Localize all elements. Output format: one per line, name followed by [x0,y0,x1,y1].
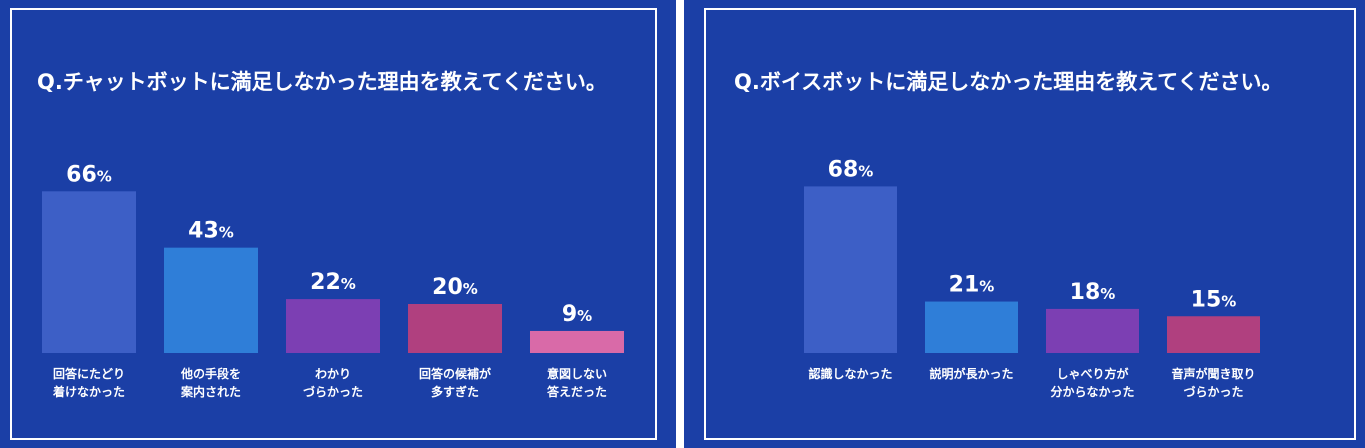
value-label-1-0: 68% [828,157,874,182]
bar-1-0 [804,186,897,353]
category-label-0-4-1: 答えだった [547,384,607,399]
bar-0-1 [164,247,258,353]
voicebot-panel-frame [704,8,1356,440]
voicebot-panel: Q.ボイスボットに満足しなかった理由を教えてください。 68% 認識しなかった 21… [684,0,1365,448]
voicebot-question-title: Q.ボイスボットに満足しなかった理由を教えてください。 [734,70,1283,94]
category-label-1-0-0: 認識しなかった [808,366,892,381]
category-label-0-2-1: づらかった [303,384,363,399]
category-label-1-3-1: づらかった [1183,384,1243,399]
chatbot-panel-frame [10,8,657,440]
value-label-1-3: 15% [1191,287,1237,312]
bar-1-2 [1046,308,1139,353]
category-label-1-2-1: 分からなかった [1050,384,1134,399]
category-label-1-3-0: 音声が聞き取り [1171,366,1255,381]
bar-0-2 [286,299,380,353]
value-label-1-2: 18% [1070,280,1116,305]
value-label-0-3: 20% [432,275,478,300]
category-label-0-4-0: 意図しない [547,366,607,381]
value-label-1-1: 21% [949,273,995,298]
category-label-0-0-0: 回答にたどり [53,366,125,381]
category-label-1-2-0: しゃべり方が [1056,366,1128,381]
category-label-0-1-1: 案内された [180,384,241,399]
category-label-0-3-1: 多すぎた [431,384,479,399]
chatbot-question-title: Q.チャットボットに満足しなかった理由を教えてください。 [37,70,607,94]
value-label-0-2: 22% [310,270,356,295]
bar-0-4 [530,330,624,353]
category-label-0-1-0: 他の手段を [180,366,241,381]
bar-1-3 [1167,316,1260,353]
category-label-0-0-1: 着けなかった [52,384,125,399]
chatbot-panel: Q.チャットボットに満足しなかった理由を教えてください。 66% 回答にたどり 着け… [0,0,676,448]
category-label-1-1-0: 説明が長かった [929,366,1013,381]
category-label-0-2-0: わかり [315,367,351,381]
bar-0-3 [408,304,502,353]
bar-1-1 [925,301,1018,353]
category-label-0-3-0: 回答の候補が [419,366,491,381]
value-label-0-0: 66% [66,162,112,187]
value-label-0-1: 43% [188,219,234,244]
bar-0-0 [42,191,136,353]
value-label-0-4: 9% [562,302,592,327]
